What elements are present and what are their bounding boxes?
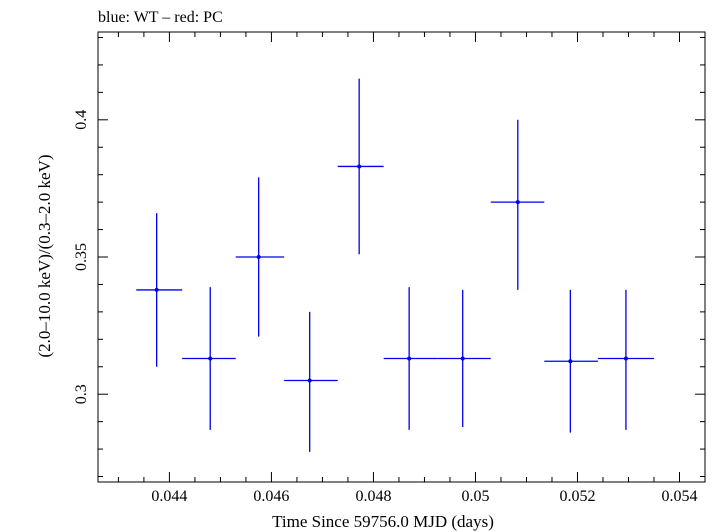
data-points [136,78,654,452]
x-axis-label: Time Since 59756.0 MJD (days) [272,512,494,531]
y-axis-label: (2.0–10.0 keV)/(0.3–2.0 keV) [35,154,54,357]
point-marker [256,255,261,259]
x-tick-labels: 0.044 0.046 0.048 0.05 0.052 0.054 [151,488,697,505]
x-tick-label: 0.05 [461,488,489,505]
data-point [437,289,491,428]
axis-ticks [98,32,706,482]
data-point [337,78,384,255]
x-tick-label: 0.046 [253,488,289,505]
point-marker [568,359,573,364]
data-point [284,311,338,452]
data-point [235,177,285,337]
point-marker [515,200,520,205]
data-point [544,289,598,433]
data-point [597,289,654,430]
point-marker [307,378,312,383]
x-tick-label: 0.044 [151,488,187,505]
point-marker [357,164,362,169]
point-marker [460,356,465,361]
x-tick-label: 0.054 [661,488,697,505]
point-marker [154,287,159,292]
data-point [490,119,545,290]
y-tick-label: 0.3 [73,384,90,404]
data-point [383,287,438,430]
x-tick-label: 0.052 [559,488,595,505]
y-tick-label: 0.35 [73,243,90,271]
y-tick-label: 0.4 [73,110,90,130]
point-marker [623,356,628,361]
y-tick-labels: 0.3 0.35 0.4 [73,110,90,404]
plot-frame [97,31,706,483]
point-marker [407,356,412,361]
data-point [182,287,236,430]
chart-title: blue: WT – red: PC [98,9,223,26]
data-point [136,213,183,367]
x-tick-label: 0.048 [355,488,391,505]
point-marker [208,356,213,361]
